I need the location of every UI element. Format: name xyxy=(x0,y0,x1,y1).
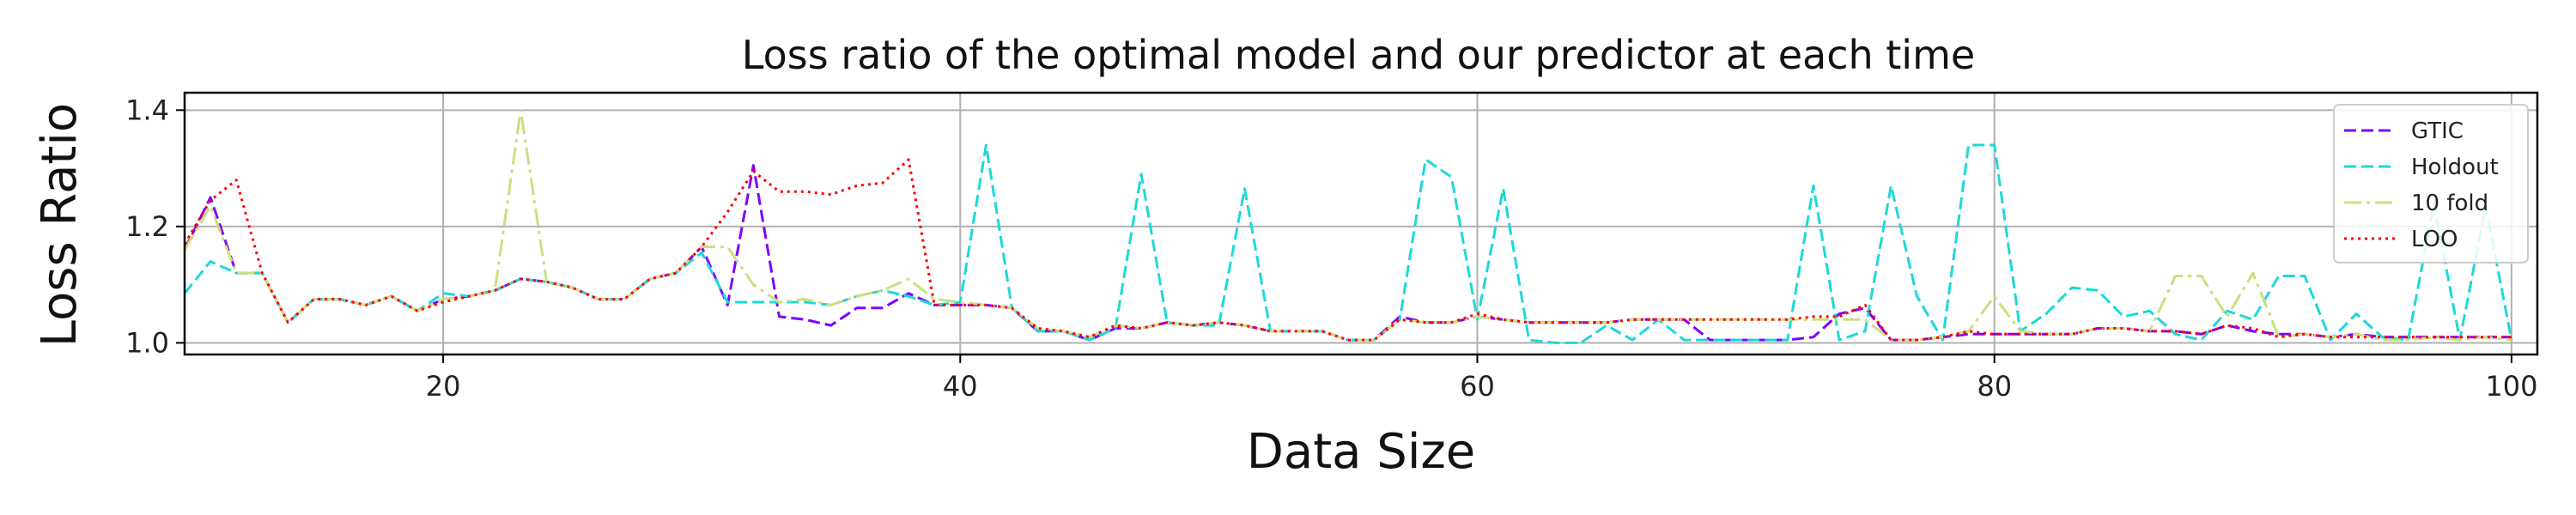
y-tick-label: 1.4 xyxy=(125,94,169,126)
x-tick-label: 80 xyxy=(1977,370,2012,403)
x-axis-label: Data Size xyxy=(1247,424,1475,480)
legend-label: LOO xyxy=(2411,227,2458,252)
series-line-loo xyxy=(183,158,2512,342)
x-tick-label: 60 xyxy=(1460,370,1495,403)
legend-label: GTIC xyxy=(2411,118,2464,144)
y-tick-label: 1.2 xyxy=(125,210,169,243)
plot-lines xyxy=(183,108,2513,344)
chart-title: Loss ratio of the optimal model and our … xyxy=(742,32,1975,78)
legend-label: Holdout xyxy=(2411,154,2499,180)
legend: GTIC Holdout 10 fold LOO xyxy=(2333,104,2529,264)
x-tick-label: 40 xyxy=(943,370,978,403)
legend-box xyxy=(2333,104,2529,264)
axis-ticks: 20 40 60 80 100 1.0 1.2 1.4 xyxy=(125,94,2537,403)
y-axis-label: Loss Ratio xyxy=(32,103,88,347)
x-tick-label: 20 xyxy=(426,370,461,403)
series-line-10-fold xyxy=(183,108,2512,342)
series-line-holdout xyxy=(183,143,2513,344)
plot-frame xyxy=(183,91,2539,356)
x-tick-label: 100 xyxy=(2485,370,2537,403)
y-tick-label: 1.0 xyxy=(125,326,169,359)
legend-label: 10 fold xyxy=(2411,191,2488,216)
